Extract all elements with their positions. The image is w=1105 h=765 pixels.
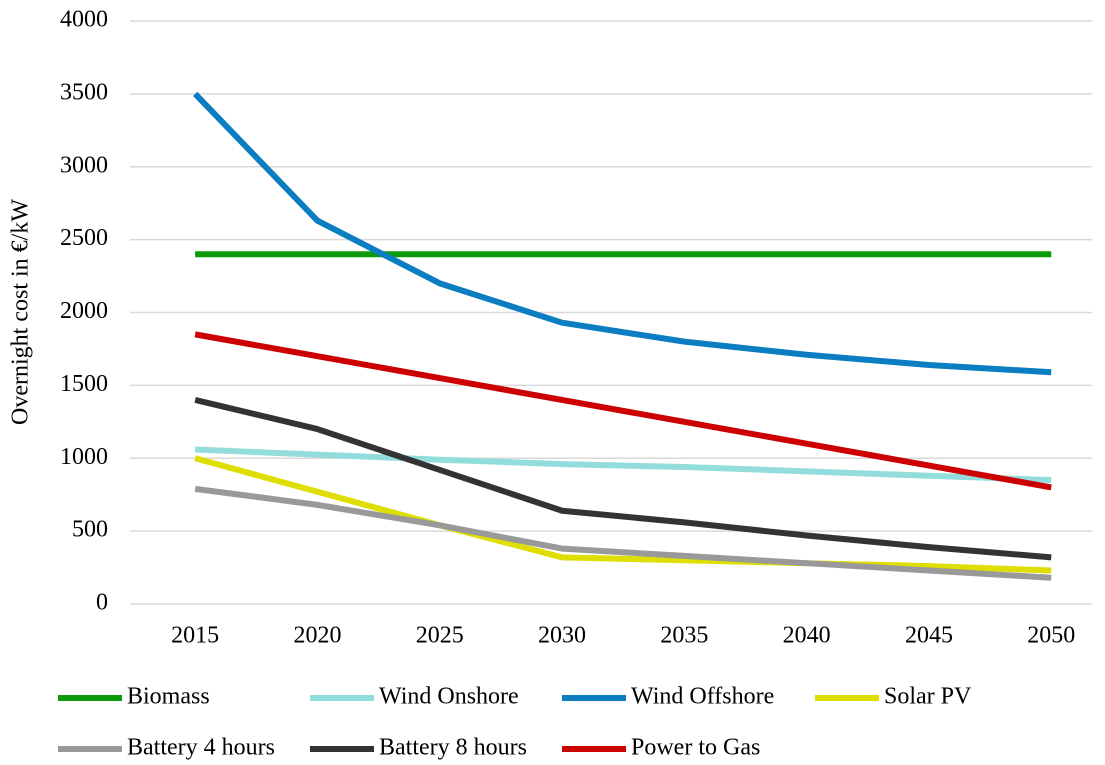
x-tick-label: 2040 xyxy=(783,623,831,649)
series-line xyxy=(195,446,1052,484)
x-tick-label: 2025 xyxy=(416,623,464,649)
series-line xyxy=(194,397,1052,561)
y-tick-label: 4000 xyxy=(60,7,108,33)
legend-label: Battery 8 hours xyxy=(379,735,527,761)
series-line xyxy=(194,485,1052,581)
y-tick-label: 500 xyxy=(72,517,108,543)
series-line xyxy=(194,331,1052,491)
x-tick-label: 2030 xyxy=(538,623,586,649)
y-tick-label: 3000 xyxy=(60,152,108,178)
y-tick-label: 0 xyxy=(96,590,108,616)
y-tick-label: 3500 xyxy=(60,79,108,105)
legend-label: Wind Offshore xyxy=(631,684,774,710)
y-tick-label: 1000 xyxy=(60,444,108,470)
series-line xyxy=(194,455,1052,574)
legend-label: Solar PV xyxy=(884,684,972,710)
y-tick-label: 1500 xyxy=(60,371,108,397)
legend-label: Biomass xyxy=(127,684,210,710)
legend-label: Power to Gas xyxy=(631,735,760,761)
y-tick-label: 2500 xyxy=(60,225,108,251)
x-tick-label: 2020 xyxy=(293,623,341,649)
x-tick-label: 2045 xyxy=(905,623,953,649)
y-tick-label: 2000 xyxy=(60,298,108,324)
x-tick-label: 2015 xyxy=(171,623,219,649)
y-axis-label: Overnight cost in €/kW xyxy=(8,199,34,425)
x-tick-label: 2050 xyxy=(1027,623,1075,649)
x-tick-label: 2035 xyxy=(660,623,708,649)
legend-label: Wind Onshore xyxy=(379,684,519,710)
series-line xyxy=(192,91,1052,376)
legend-label: Battery 4 hours xyxy=(127,735,275,761)
